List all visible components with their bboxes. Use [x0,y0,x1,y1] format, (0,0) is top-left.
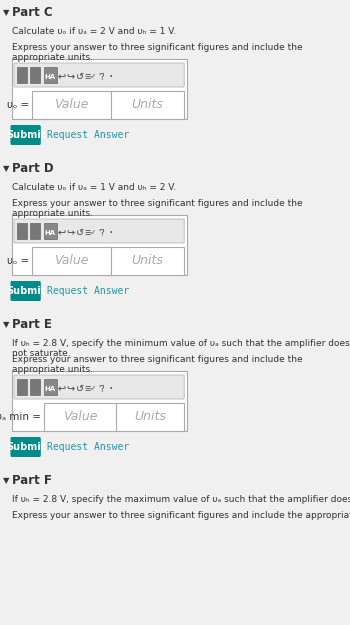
Text: ↪: ↪ [66,228,75,238]
FancyBboxPatch shape [12,59,187,119]
Text: υₒ =: υₒ = [7,100,29,110]
FancyBboxPatch shape [14,219,184,243]
Text: υₐ min =: υₐ min = [0,412,41,422]
Text: ▼: ▼ [2,321,9,329]
Text: ·: · [108,70,113,84]
Text: ▼: ▼ [2,164,9,174]
Text: Units: Units [131,254,163,268]
Bar [44,223,57,239]
Text: ▼: ▼ [2,9,9,18]
Text: ☰✓: ☰✓ [84,386,96,392]
Text: Express your answer to three significant figures and include the appropriate uni: Express your answer to three significant… [12,511,350,520]
Text: Calculate υₒ if υₐ = 1 V and υₕ = 2 V.: Calculate υₒ if υₐ = 1 V and υₕ = 2 V. [12,183,176,192]
Text: ·: · [108,382,113,396]
Text: '?: '? [99,384,105,394]
Text: ▼: ▼ [2,476,9,486]
Text: Value: Value [54,254,89,268]
Bar [30,379,40,395]
Text: '?: '? [99,229,105,238]
FancyBboxPatch shape [14,63,184,87]
Text: Calculate υₒ if υₐ = 2 V and υₕ = 1 V.: Calculate υₒ if υₐ = 2 V and υₕ = 1 V. [12,27,176,36]
FancyBboxPatch shape [12,371,187,431]
Text: Submit: Submit [6,442,46,452]
Text: ☰✓: ☰✓ [84,74,96,80]
Text: ↺: ↺ [76,228,84,238]
Text: υₒ =: υₒ = [7,256,29,266]
Text: ↩: ↩ [57,384,65,394]
FancyBboxPatch shape [12,215,187,275]
Text: Part D: Part D [12,162,53,176]
Text: Units: Units [134,411,166,424]
Text: Value: Value [63,411,97,424]
Bar [30,67,40,83]
FancyBboxPatch shape [44,403,184,431]
Bar [44,67,57,83]
Text: ↩: ↩ [57,228,65,238]
Text: HA: HA [44,230,56,236]
Text: ☰✓: ☰✓ [84,230,96,236]
Text: Part F: Part F [12,474,51,488]
FancyBboxPatch shape [14,375,184,399]
FancyBboxPatch shape [32,247,184,275]
Text: Express your answer to three significant figures and include the appropriate uni: Express your answer to three significant… [12,43,302,63]
Text: Request Answer: Request Answer [47,286,129,296]
FancyBboxPatch shape [32,91,184,119]
Bar [44,379,57,395]
Text: If υₕ = 2.8 V, specify the minimum value of υₐ such that the amplifier does not : If υₕ = 2.8 V, specify the minimum value… [12,339,349,358]
Text: Part C: Part C [12,6,52,19]
Text: '?: '? [99,72,105,81]
Text: ↪: ↪ [66,72,75,82]
Text: Express your answer to three significant figures and include the appropriate uni: Express your answer to three significant… [12,355,302,374]
Text: Express your answer to three significant figures and include the appropriate uni: Express your answer to three significant… [12,199,302,218]
Text: Part E: Part E [12,319,51,331]
Text: Submit: Submit [6,286,46,296]
Bar [17,67,27,83]
Text: Request Answer: Request Answer [47,130,129,140]
Bar [17,379,27,395]
FancyBboxPatch shape [10,437,41,457]
Text: If υₕ = 2.8 V, specify the maximum value of υₐ such that the amplifier does not : If υₕ = 2.8 V, specify the maximum value… [12,495,350,504]
Text: ↪: ↪ [66,384,75,394]
Text: ·: · [108,226,113,240]
Text: ↺: ↺ [76,384,84,394]
Text: Units: Units [131,99,163,111]
Bar [17,223,27,239]
Text: HA: HA [44,74,56,80]
Text: Submit: Submit [6,130,46,140]
Text: HA: HA [44,386,56,392]
Text: Request Answer: Request Answer [47,442,129,452]
Text: ↩: ↩ [57,72,65,82]
FancyBboxPatch shape [10,281,41,301]
Text: Value: Value [54,99,89,111]
Bar [30,223,40,239]
FancyBboxPatch shape [10,125,41,145]
Text: ↺: ↺ [76,72,84,82]
